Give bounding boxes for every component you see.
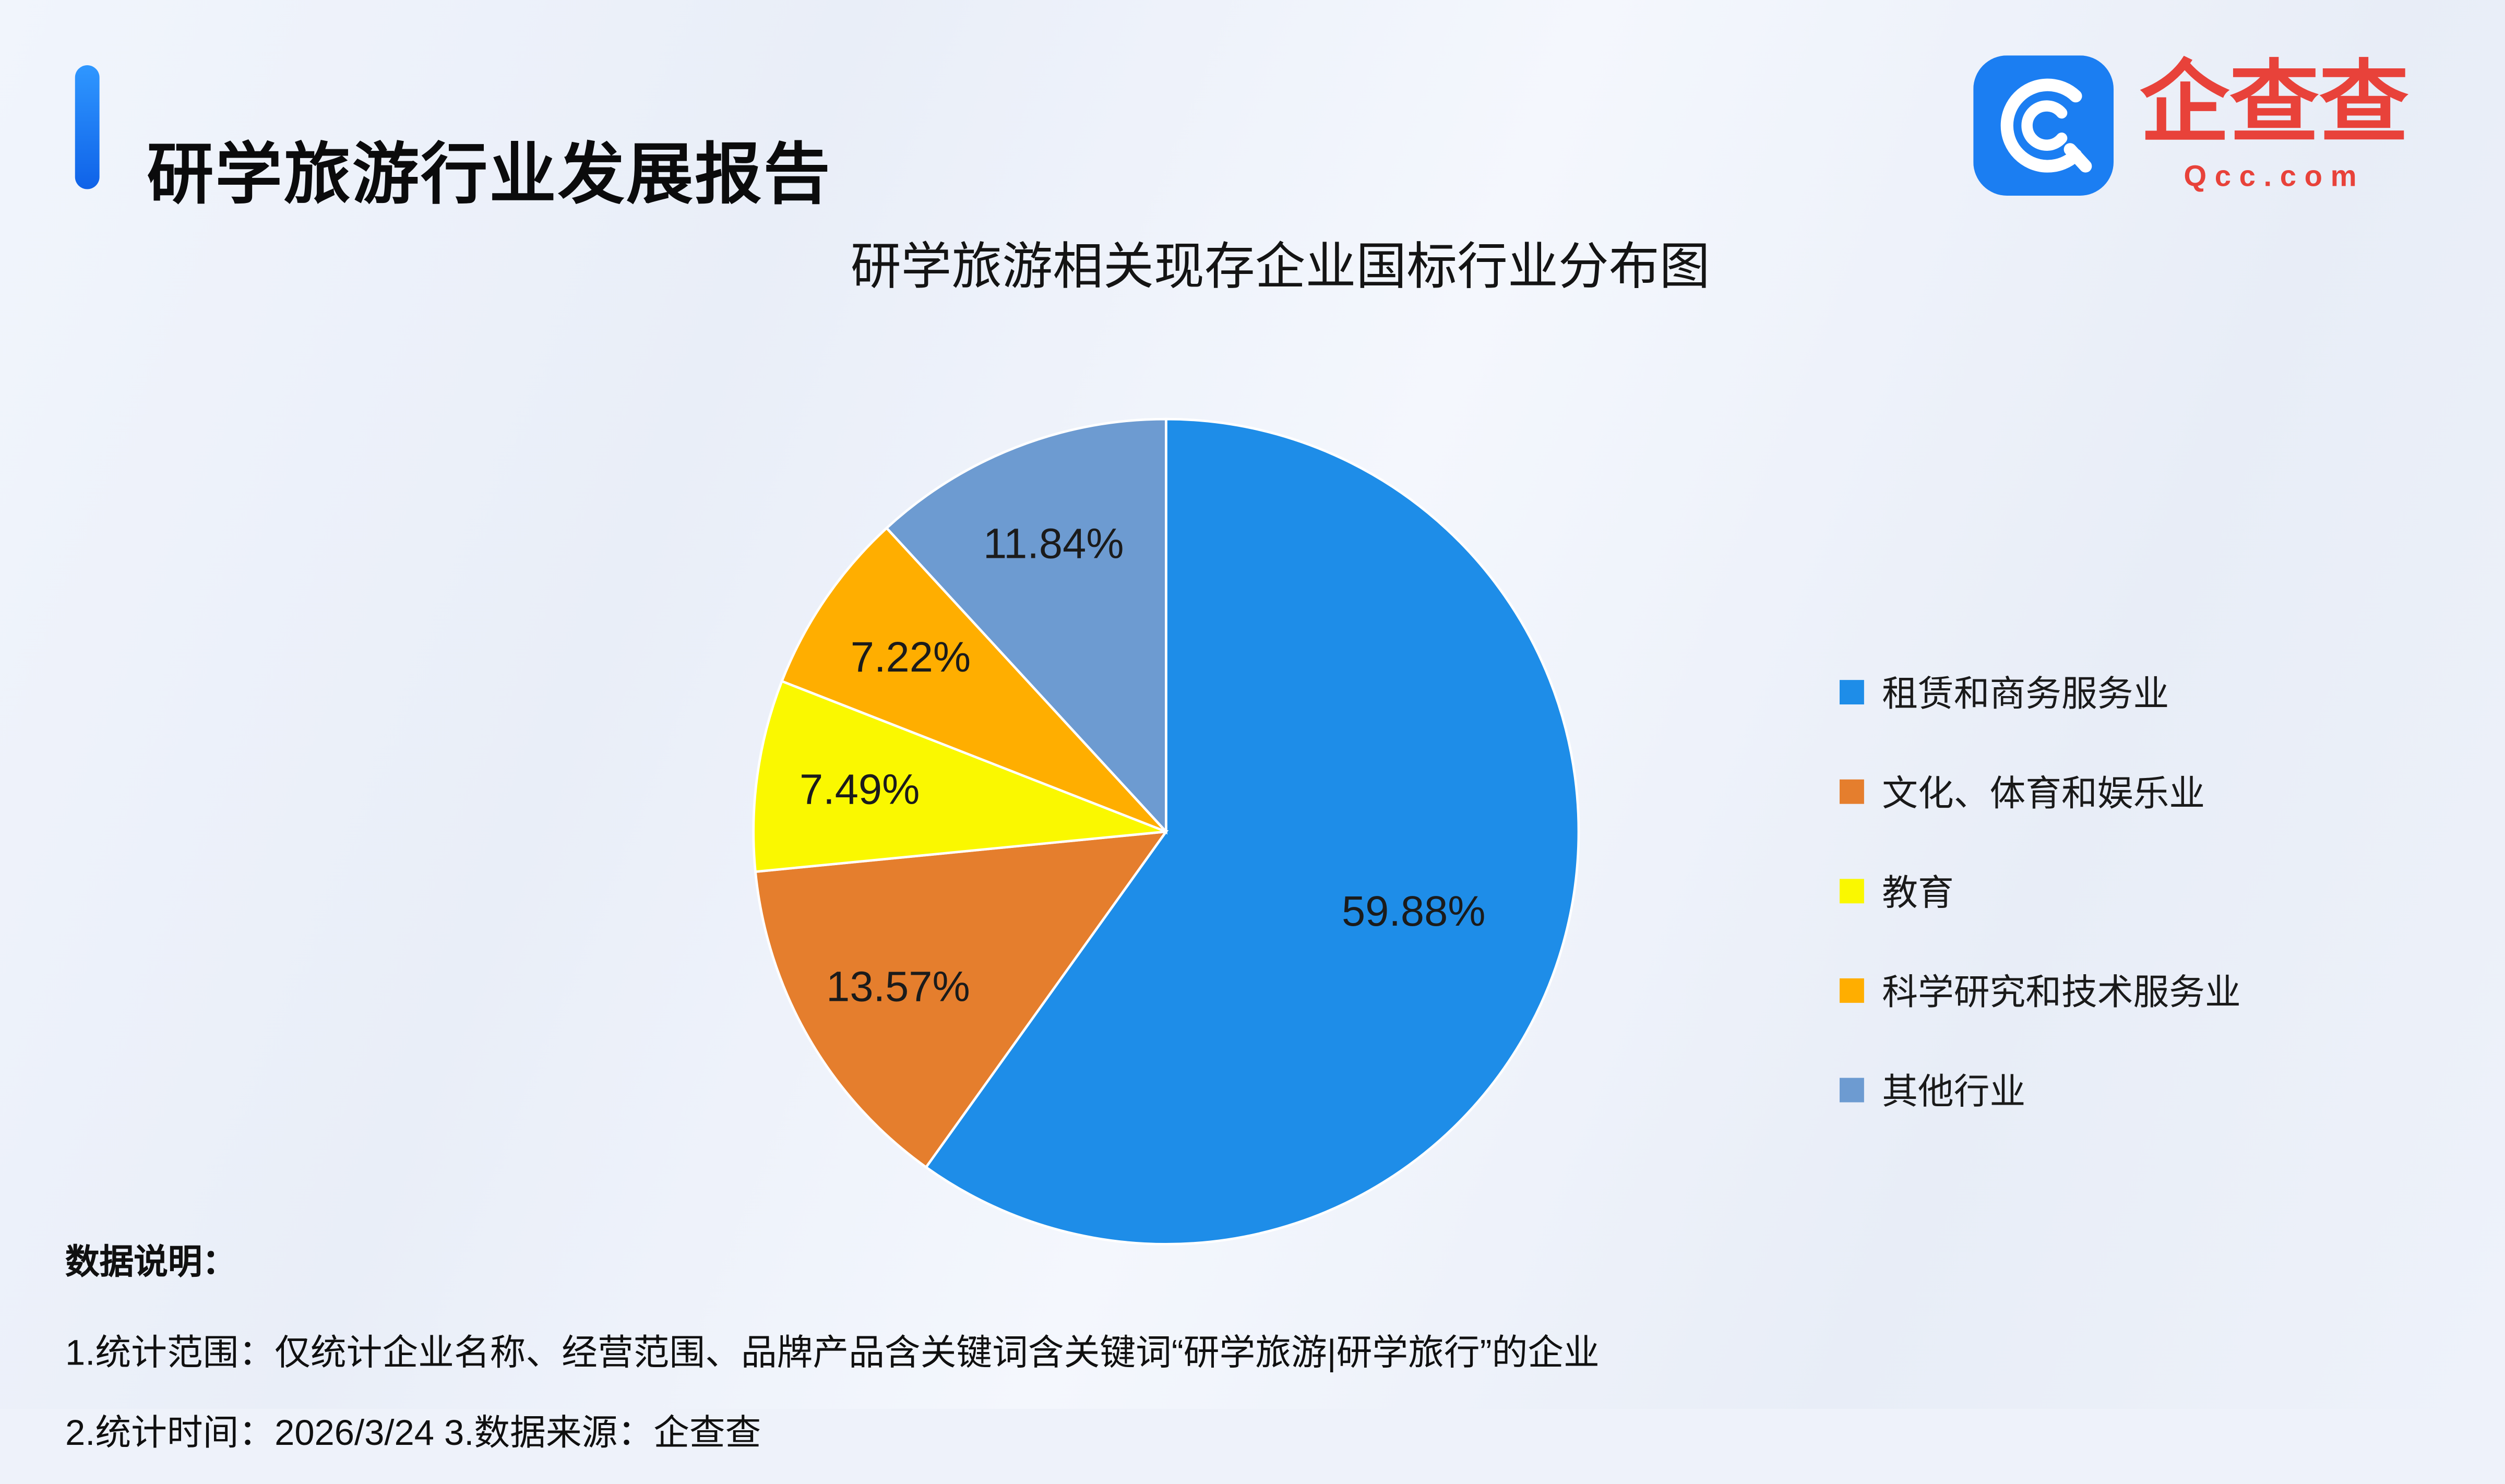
legend-swatch-icon — [1840, 679, 1864, 704]
slice-label-4: 11.84% — [983, 520, 1124, 567]
legend-item-1: 文化、体育和娱乐业 — [1840, 771, 2241, 813]
legend-label: 其他行业 — [1882, 1071, 2026, 1112]
legend: 租赁和商务服务业 文化、体育和娱乐业 教育科学研究和技术服务业 其他行业 — [1840, 672, 2241, 1169]
legend-item-4: 其他行业 — [1840, 1070, 2241, 1112]
qcc-magnifier-icon — [1973, 55, 2114, 196]
report-page: 研学旅游行业发展报告 企查查 Qcc.com 研学旅游相关现存企业国标行业分布图… — [0, 0, 2505, 1453]
legend-label: 租赁和商务服务业 — [1882, 673, 2169, 714]
legend-label: 科学研究和技术服务业 — [1882, 972, 2241, 1013]
legend-label: 文化、体育和娱乐业 — [1882, 773, 2205, 814]
qcc-logo-text: 企查查 Qcc.com — [2140, 51, 2409, 193]
slice-label-3: 7.22% — [851, 633, 971, 681]
note-line-1: 1.统计范围：仅统计企业名称、经营范围、品牌产品含关键词含关键词“研学旅游|研学… — [65, 1332, 1600, 1373]
pie-slice-2 — [752, 679, 1167, 873]
legend-item-3: 科学研究和技术服务业 — [1840, 970, 2241, 1013]
qcc-brand-name: 企查查 — [2140, 51, 2409, 153]
legend-swatch-icon — [1840, 878, 1864, 903]
note-line-2: 2.统计时间：2026/3/24 3.数据来源：企查查 — [65, 1412, 761, 1453]
data-notes: 数据说明： 1.统计范围：仅统计企业名称、经营范围、品牌产品含关键词含关键词“研… — [65, 1236, 1600, 1484]
legend-item-0: 租赁和商务服务业 — [1840, 672, 2241, 714]
chart-title: 研学旅游相关现存企业国标行业分布图 — [850, 238, 1710, 295]
pie-slice-0 — [924, 417, 1580, 1246]
notes-heading: 数据说明： — [65, 1244, 237, 1282]
legend-label: 教育 — [1882, 872, 1954, 913]
pie-chart: 59.88% 13.57% 7.49% 7.22% 11.84% — [752, 417, 1580, 1246]
legend-swatch-icon — [1840, 977, 1864, 1002]
legend-item-2: 教育 — [1840, 871, 2241, 913]
qcc-domain: Qcc.com — [2184, 159, 2365, 192]
legend-swatch-icon — [1840, 779, 1864, 804]
slice-label-2: 7.49% — [800, 765, 920, 813]
title-accent-bar — [75, 65, 100, 189]
slice-label-1: 13.57% — [826, 963, 970, 1010]
slice-label-0: 59.88% — [1342, 888, 1486, 935]
pie-slice-4 — [885, 417, 1167, 835]
pie-slice-3 — [780, 526, 1167, 833]
legend-swatch-icon — [1840, 1077, 1864, 1102]
qcc-logo: 企查查 Qcc.com — [1973, 51, 2409, 196]
page-title: 研学旅游行业发展报告 — [147, 137, 832, 213]
pie-slice-1 — [754, 830, 1169, 1169]
